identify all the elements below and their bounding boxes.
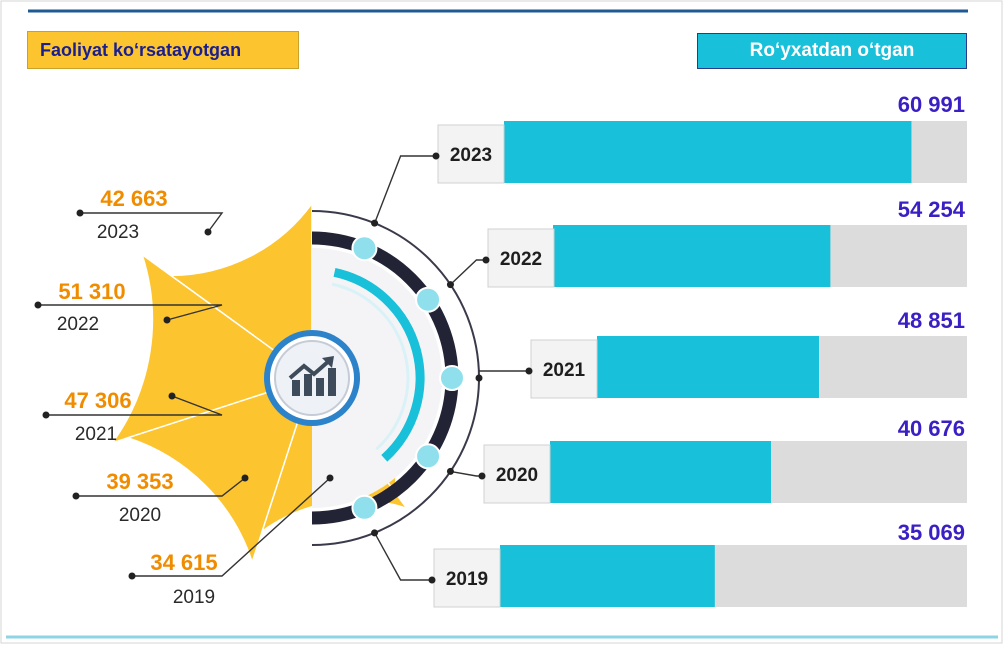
registered-row-2020: 2020 40 676: [446, 416, 967, 504]
registered-year-label: 2020: [496, 465, 538, 486]
active-value-label: 34 615: [150, 550, 217, 575]
ring-inner-disc: [312, 248, 442, 508]
callout-end-dot: [72, 492, 80, 500]
registered-connector: [449, 259, 488, 286]
callout-end-dot: [128, 572, 136, 580]
callout-anchor-dot: [204, 228, 212, 236]
legend-registered: Ro‘yxatdan o‘tgan: [697, 33, 967, 69]
icon-bar-2: [304, 374, 312, 396]
connector-dot: [446, 467, 454, 475]
active-year-label: 2023: [97, 222, 139, 243]
registered-row-2023: 2023 60 991: [371, 92, 967, 227]
connector-end-dot: [432, 152, 440, 160]
year-tab: [483, 444, 551, 504]
ring-teal-inner: [331, 282, 410, 451]
active-callout-2022: 51 310 2022: [34, 279, 223, 335]
callout-line: [76, 477, 246, 497]
registered-value-label: 54 254: [898, 197, 966, 222]
callout-line: [132, 477, 331, 577]
connector-end-dot: [482, 256, 490, 264]
connector-dot: [446, 281, 454, 289]
connector-dot: [371, 219, 379, 227]
active-value-label: 39 353: [106, 469, 173, 494]
active-callout-2019: 34 615 2019: [128, 474, 334, 608]
registered-value-label: 40 676: [898, 416, 965, 441]
callout-end-dot: [42, 411, 50, 419]
registered-connector: [373, 155, 438, 224]
active-sector-2022: [110, 252, 314, 445]
registered-year-label: 2019: [446, 569, 488, 590]
registered-year-label: 2021: [543, 360, 586, 381]
callout-anchor-dot: [241, 474, 249, 482]
active-callout-2020: 39 353 2020: [72, 469, 249, 526]
legend-active-operating: Faoliyat ko‘rsatayotgan: [27, 31, 299, 69]
callout-line: [46, 395, 223, 416]
active-callout-2023: 42 663 2023: [76, 186, 224, 243]
registered-value-label: 60 991: [898, 92, 965, 117]
registered-bar: [553, 225, 831, 287]
connector-end-dot: [478, 472, 486, 480]
icon-bar-3: [316, 378, 324, 396]
active-callout-2021: 47 306 2021: [42, 388, 223, 445]
registered-row-2019: 2019 35 069: [371, 520, 967, 608]
icon-bar-4: [328, 368, 336, 396]
registered-value-label: 48 851: [898, 308, 965, 333]
connector-dot: [371, 529, 379, 537]
callout-line: [38, 304, 223, 321]
registered-bar: [597, 336, 819, 398]
registered-bar: [500, 545, 715, 607]
active-value-label: 42 663: [100, 186, 167, 211]
callout-anchor-dot: [168, 392, 176, 400]
callout-end-dot: [76, 209, 84, 217]
active-year-label: 2022: [57, 314, 99, 335]
registered-row-2021: 2021 48 851: [475, 308, 967, 399]
callout-anchor-dot: [326, 474, 334, 482]
year-tab: [437, 124, 505, 184]
ring-dot-2020: [415, 443, 442, 470]
active-year-label: 2019: [173, 587, 215, 608]
active-sector-2021: [125, 376, 314, 565]
callout-end-dot: [34, 301, 42, 309]
ring-dot-2019: [351, 494, 378, 521]
registered-bar: [504, 121, 912, 183]
ring-dot-2021: [439, 365, 465, 391]
connector-end-dot: [428, 576, 436, 584]
active-year-label: 2020: [119, 505, 161, 526]
year-tab: [530, 339, 598, 399]
ring-teal: [333, 267, 425, 462]
registered-value-label: 35 069: [898, 520, 965, 545]
year-tab: [433, 548, 501, 608]
registered-row-2022: 2022 54 254: [446, 197, 967, 289]
connector-dot: [475, 374, 483, 382]
registered-year-label: 2022: [500, 249, 542, 270]
growth-chart-icon: [288, 356, 336, 396]
active-year-label: 2021: [75, 424, 117, 445]
icon-arrow-head: [322, 356, 334, 368]
callout-line: [80, 212, 224, 233]
connector-end-dot: [525, 367, 533, 375]
callout-anchor-dot: [163, 316, 171, 324]
icon-bar-1: [292, 380, 300, 396]
icon-trend-line: [288, 358, 332, 380]
registered-connector: [373, 532, 434, 581]
active-value-label: 47 306: [64, 388, 131, 413]
ring-dot-2022: [415, 286, 442, 313]
ring-dot-2023: [351, 235, 378, 262]
active-sector-2023: [168, 201, 313, 380]
registered-year-label: 2023: [450, 145, 492, 166]
active-value-label: 51 310: [58, 279, 125, 304]
registered-bar: [550, 441, 772, 503]
